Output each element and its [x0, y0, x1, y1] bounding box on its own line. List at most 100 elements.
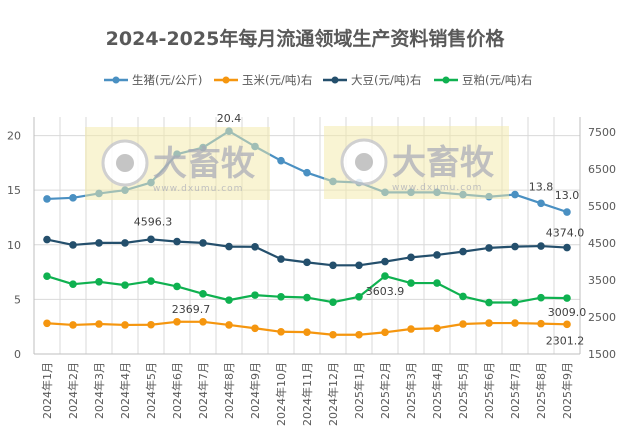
data-point — [485, 244, 493, 252]
legend-item: 大豆(元/吨)右 — [323, 73, 421, 87]
data-point — [563, 243, 571, 252]
x-tick-label: 2024年5月 — [144, 362, 158, 419]
data-point — [173, 282, 181, 291]
data-label: 13.0 — [555, 189, 580, 202]
chart-title: 2024-2025年每月流通领域生产资料销售价格 — [106, 27, 506, 50]
x-tick-label: 2025年3月 — [404, 362, 418, 419]
data-point — [69, 194, 77, 202]
data-point — [537, 199, 545, 208]
data-point — [199, 290, 207, 298]
y-right-tick-label: 5500 — [588, 200, 616, 213]
data-point — [251, 291, 259, 299]
data-point — [251, 242, 259, 251]
data-point — [225, 321, 233, 329]
watermark-eye-icon — [116, 154, 134, 172]
legend: 生猪(元/公斤) 玉米(元/吨)右 大豆(元/吨)右 豆粕(元/吨)右 — [104, 73, 532, 87]
data-point — [277, 255, 285, 263]
x-tick-label: 2024年1月 — [40, 362, 54, 419]
data-point — [277, 292, 285, 301]
data-point — [459, 320, 467, 328]
data-point — [511, 298, 519, 307]
data-point — [407, 325, 415, 333]
series-group — [43, 127, 571, 339]
x-tick-label: 2025年5月 — [456, 362, 470, 419]
data-point — [95, 277, 103, 286]
data-label: 2301.2 — [546, 334, 585, 347]
data-point — [251, 324, 259, 333]
x-tick-label: 2025年7月 — [508, 362, 522, 419]
legend-label: 大豆(元/吨)右 — [351, 73, 421, 87]
data-point — [355, 330, 363, 339]
legend-dot-marker — [331, 76, 339, 84]
data-point — [459, 247, 467, 256]
data-point — [433, 279, 441, 287]
legend-label: 豆粕(元/吨)右 — [462, 73, 532, 87]
axes: 0 5 10 15 20 1500 2500 3500 4500 5500 6500 7500 2024… — [7, 117, 616, 426]
legend-dot-marker — [112, 76, 120, 84]
data-point — [433, 324, 441, 333]
watermark-brand: 大畜牧 — [392, 143, 495, 183]
data-point — [95, 239, 103, 247]
data-point — [277, 156, 285, 165]
data-point — [69, 280, 77, 288]
data-point — [199, 239, 207, 247]
y-left-tick-label: 20 — [7, 130, 21, 143]
watermark-url: www.dxumu.com — [392, 183, 482, 193]
data-point — [303, 328, 311, 336]
data-point — [95, 320, 103, 328]
data-point — [485, 298, 493, 307]
x-tick-label: 2024年7月 — [196, 362, 210, 419]
data-point — [381, 257, 389, 266]
data-point — [121, 239, 129, 247]
data-point — [147, 320, 155, 329]
y-right-tick-label: 1500 — [588, 348, 616, 361]
legend-dot-marker — [222, 76, 230, 84]
data-point — [511, 242, 519, 251]
legend-label: 生猪(元/公斤) — [132, 73, 202, 87]
data-labels: 20.4 13.813.0 2369.7 2301.2 4596.3 4374.0 3603… — [134, 112, 587, 347]
data-point — [199, 317, 207, 326]
data-point — [563, 320, 571, 329]
x-tick-label: 2025年4月 — [430, 362, 444, 419]
data-point — [303, 293, 311, 302]
data-point — [225, 242, 233, 251]
y-left-tick-label: 5 — [14, 293, 21, 306]
data-point — [69, 321, 77, 329]
data-point — [537, 293, 545, 302]
data-label: 4596.3 — [134, 215, 173, 228]
y-right-tick-label: 2500 — [588, 311, 616, 324]
x-tick-label: 2025年9月 — [560, 362, 574, 419]
legend-item: 生猪(元/公斤) — [104, 73, 202, 87]
watermark-eye-icon — [355, 153, 373, 171]
data-point — [407, 279, 415, 287]
y-right-tick-label: 3500 — [588, 274, 616, 287]
data-point — [329, 298, 337, 306]
watermark-url: www.dxumu.com — [153, 184, 243, 194]
x-tick-label: 2024年3月 — [92, 362, 106, 419]
data-point — [355, 292, 363, 301]
data-label: 2369.7 — [172, 303, 211, 316]
data-point — [147, 277, 155, 285]
data-point — [511, 190, 519, 199]
x-tick-label: 2025年1月 — [352, 362, 366, 419]
data-point — [69, 241, 77, 249]
legend-label: 玉米(元/吨)右 — [242, 73, 312, 87]
data-point — [537, 319, 545, 328]
data-label: 20.4 — [217, 112, 242, 125]
data-point — [329, 261, 337, 270]
legend-dot-marker — [442, 76, 450, 84]
data-label: 13.8 — [529, 180, 554, 193]
data-point — [121, 321, 129, 329]
data-point — [43, 272, 51, 281]
data-point — [329, 330, 337, 339]
x-tick-label: 2025年8月 — [534, 362, 548, 419]
data-point — [563, 208, 571, 216]
data-point — [511, 319, 519, 327]
data-point — [407, 253, 415, 262]
data-point — [563, 294, 571, 302]
data-point — [225, 296, 233, 304]
